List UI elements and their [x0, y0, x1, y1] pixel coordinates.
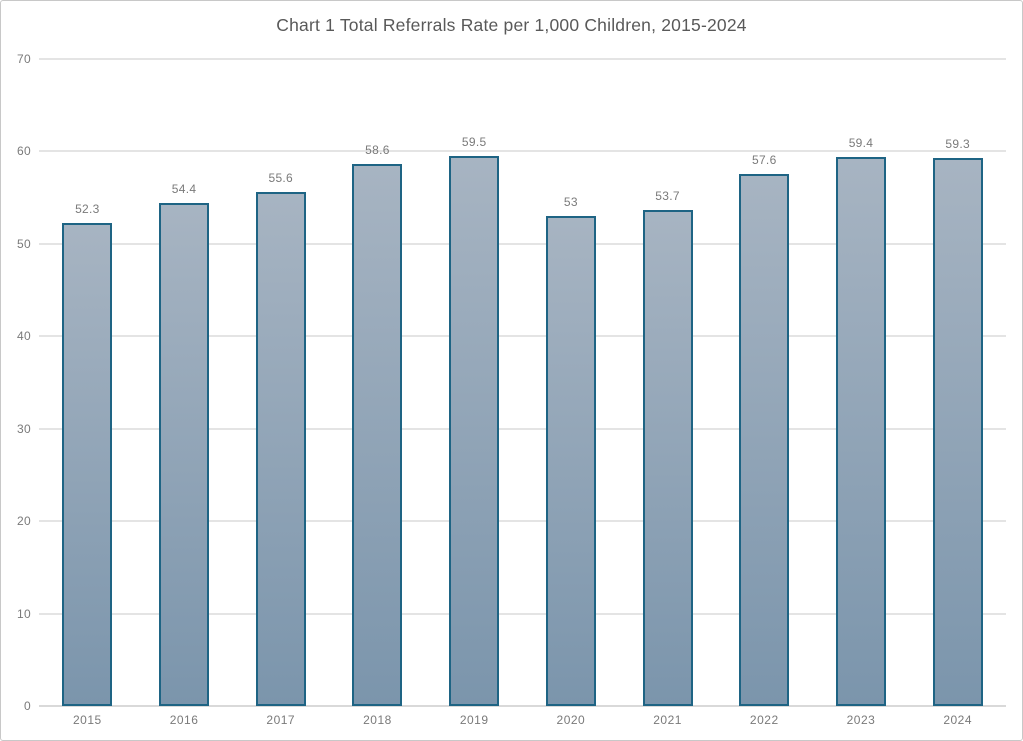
bar-slot-2016: 54.4 — [136, 59, 233, 706]
y-tick-label-60: 60 — [17, 144, 31, 159]
gridlines — [39, 58, 1006, 707]
gridline-30 — [39, 427, 1006, 430]
bar-2023 — [835, 156, 886, 706]
x-tick-label-2015: 2015 — [73, 713, 102, 727]
bar-slot-2024: 59.3 — [909, 59, 1006, 706]
y-tick-label-40: 40 — [17, 329, 31, 344]
chart-title: Chart 1 Total Referrals Rate per 1,000 C… — [276, 15, 747, 35]
bar-2018 — [352, 164, 403, 706]
y-tick-label-70: 70 — [17, 52, 31, 66]
bar-2020 — [545, 216, 596, 706]
plot-area: 52.3 54.4 55.6 58.6 59.5 53 53.7 57.6 59.4 59.3 — [39, 58, 1006, 707]
bar-value-label-2023: 59.4 — [848, 135, 874, 150]
x-axis: 2015 2016 2017 2018 2019 2020 2021 2022 2023 2024 — [39, 713, 1006, 727]
x-tick-label-2023: 2023 — [846, 713, 876, 727]
gridline-10 — [39, 612, 1006, 615]
bar-value-label-2019: 59.5 — [461, 135, 487, 150]
bar-value-label-2024: 59.3 — [945, 136, 970, 151]
bar-slot-2019: 59.5 — [426, 59, 523, 706]
bar-value-label-2017: 55.6 — [268, 171, 294, 186]
y-tick-label-30: 30 — [17, 421, 31, 436]
x-tick-label-2022: 2022 — [749, 713, 779, 727]
y-tick-label-20: 20 — [17, 514, 31, 529]
y-tick-label-0: 0 — [24, 699, 31, 713]
gridline-60 — [39, 150, 1006, 153]
bar-slot-2017: 55.6 — [232, 59, 329, 706]
bar-2021 — [642, 209, 693, 706]
bar-value-label-2020: 53 — [563, 195, 578, 210]
y-tick-label-10: 10 — [17, 606, 31, 621]
gridline-70 — [39, 58, 1006, 60]
gridline-0 — [39, 705, 1006, 707]
gridline-40 — [39, 335, 1006, 338]
x-tick-label-2018: 2018 — [363, 713, 392, 727]
bar-slot-2023: 59.4 — [813, 59, 910, 706]
bar-slot-2022: 57.6 — [716, 59, 813, 706]
gridline-50 — [39, 242, 1006, 245]
x-tick-label-2019: 2019 — [459, 713, 489, 727]
x-tick-label-2021: 2021 — [653, 713, 682, 727]
x-tick-label-2017: 2017 — [266, 713, 296, 727]
bar-2015 — [62, 222, 113, 706]
x-tick-label-2020: 2020 — [556, 713, 586, 727]
bar-2024 — [932, 157, 983, 706]
bar-series: 52.3 54.4 55.6 58.6 59.5 53 53.7 57.6 59.4 59.3 — [39, 59, 1006, 706]
gridline-20 — [39, 520, 1006, 523]
bar-value-label-2015: 52.3 — [75, 201, 100, 216]
bar-value-label-2022: 57.6 — [751, 152, 777, 167]
bar-slot-2015: 52.3 — [39, 59, 136, 706]
bar-value-label-2016: 54.4 — [171, 182, 197, 197]
bar-slot-2021: 53.7 — [619, 59, 716, 706]
bar-2017 — [255, 192, 306, 706]
bar-2022 — [739, 173, 790, 706]
y-tick-label-50: 50 — [17, 236, 31, 251]
bar-2016 — [159, 203, 210, 706]
bar-2019 — [449, 156, 500, 706]
bar-slot-2018: 58.6 — [329, 59, 426, 706]
y-axis: 0 10 20 30 40 50 60 70 — [1, 52, 31, 713]
x-tick-label-2016: 2016 — [169, 713, 199, 727]
bar-value-label-2018: 58.6 — [365, 143, 390, 158]
bar-slot-2020: 53 — [523, 59, 620, 706]
bar-value-label-2021: 53.7 — [655, 188, 680, 203]
x-tick-label-2024: 2024 — [943, 713, 973, 727]
